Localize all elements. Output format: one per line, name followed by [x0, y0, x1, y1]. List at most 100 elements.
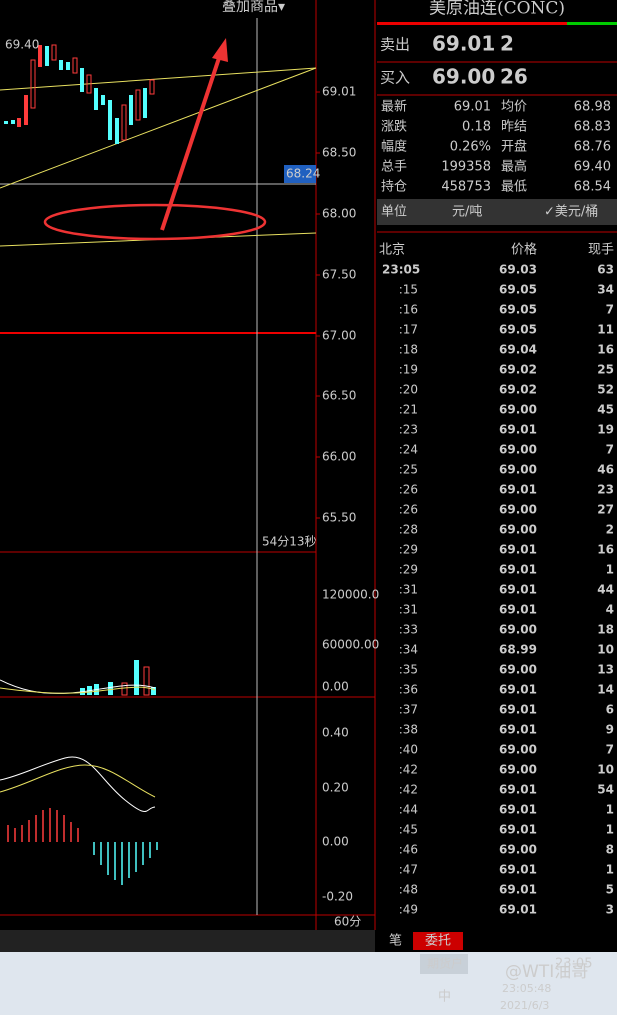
tick-qty: 7 [606, 303, 614, 317]
tick-qty: 1 [606, 803, 614, 817]
unit-row [377, 199, 617, 225]
tick-time: :16 [399, 303, 418, 317]
stat-label: 最高 [501, 159, 527, 175]
overlay-menu[interactable]: 叠加商品▾ [222, 0, 285, 15]
tick-price: 69.01 [499, 783, 537, 797]
price-tick: 67.00 [322, 329, 356, 343]
tick-price: 68.99 [499, 643, 537, 657]
account-button[interactable] [420, 954, 468, 974]
price-tick: 66.50 [322, 389, 356, 403]
tick-qty: 13 [597, 663, 614, 677]
tick-qty: 46 [597, 463, 614, 477]
tick-price: 69.01 [499, 423, 537, 437]
tick-qty: 8 [606, 843, 614, 857]
tick-price: 69.01 [499, 803, 537, 817]
watermark: @WTI油哥 [505, 962, 588, 982]
stat-label: 均价 [501, 100, 527, 115]
tick-price: 69.00 [499, 763, 537, 777]
tick-qty: 25 [597, 363, 614, 377]
price-tick: 68.50 [322, 146, 356, 160]
tick-qty: 6 [606, 703, 614, 717]
macd-tick: 0.40 [322, 726, 349, 740]
tick-qty: 18 [597, 623, 614, 637]
tab[interactable]: 委托 [425, 934, 451, 949]
stat-label: 持仓 [381, 180, 407, 195]
tick-time: :45 [399, 823, 418, 837]
unit-label: 单位 [381, 205, 407, 220]
unit-option[interactable]: 元/吨 [452, 205, 482, 220]
taskbar [0, 952, 617, 1015]
tick-price: 69.01 [499, 903, 537, 917]
tick-qty: 1 [606, 823, 614, 837]
tick-price: 69.01 [499, 703, 537, 717]
account[interactable]: 期货户 [427, 956, 463, 971]
stat-value: 458753 [441, 180, 491, 195]
stat-label: 昨结 [501, 120, 527, 135]
bid-label: 买入 [380, 69, 410, 87]
tick-price: 69.00 [499, 623, 537, 637]
tick-price: 69.01 [499, 883, 537, 897]
tick-time: :38 [399, 723, 418, 737]
price-tick: 67.50 [322, 268, 356, 282]
ask-price: 69.01 [432, 32, 495, 56]
tick-qty: 19 [597, 423, 614, 437]
tick-qty: 11 [597, 323, 614, 337]
high-label: 69.40 [5, 38, 39, 52]
tick-price: 69.01 [499, 603, 537, 617]
countdown: 54分13秒 [262, 535, 317, 549]
candles [4, 44, 155, 144]
quote-title: 美原油连(CONC) [429, 0, 565, 19]
period: 60分 [334, 915, 361, 929]
cursor-price-box [284, 165, 316, 183]
volume-tick: 120000.0 [322, 588, 379, 602]
tick-price: 69.01 [499, 543, 537, 557]
unit-option[interactable]: ✓美元/桶 [544, 205, 598, 220]
tick-qty: 23 [597, 483, 614, 497]
macd-dea [0, 764, 156, 798]
tick-qty: 4 [606, 603, 614, 617]
tick-time: :21 [399, 403, 418, 417]
quote-lines [377, 61, 617, 233]
tick-time: :20 [399, 383, 418, 397]
tab[interactable]: 笔 [389, 933, 402, 949]
tick-price: 69.02 [499, 383, 537, 397]
tick-time: :18 [399, 343, 418, 357]
tick-qty: 54 [597, 783, 614, 797]
time-top: 23:05 [555, 957, 592, 972]
arrow-head [212, 38, 228, 62]
tick-price: 69.00 [499, 663, 537, 677]
ime[interactable]: 中 [438, 990, 451, 1005]
tick-price: 69.00 [499, 463, 537, 477]
tick-price: 69.01 [499, 563, 537, 577]
tick-price: 69.05 [499, 283, 537, 297]
tick-price: 69.02 [499, 363, 537, 377]
tick-time: :33 [399, 623, 418, 637]
tick-price: 69.00 [499, 443, 537, 457]
tick-price: 69.00 [499, 403, 537, 417]
tick-qty: 34 [597, 283, 614, 297]
stat-value: 69.40 [574, 160, 611, 175]
tick-qty: 16 [597, 343, 614, 357]
cursor-price: 68.24 [286, 167, 320, 181]
tick-qty: 44 [597, 583, 614, 597]
tick-time: :48 [399, 883, 418, 897]
clock: 23:05:48 [502, 982, 551, 995]
scroll-bar [0, 930, 375, 952]
tick-qty: 10 [597, 643, 614, 657]
stat-value: 199358 [441, 160, 491, 175]
stat-label: 幅度 [381, 139, 407, 155]
tick-header: 价格 [511, 242, 537, 258]
tick-price: 69.01 [499, 583, 537, 597]
tick-price: 69.04 [499, 343, 537, 357]
bar-green [567, 22, 617, 25]
tick-qty: 1 [606, 563, 614, 577]
stat-label: 涨跌 [381, 119, 407, 135]
bar-red [377, 22, 567, 25]
tick-time: :36 [399, 683, 418, 697]
tick-qty: 10 [597, 763, 614, 777]
tick-time: :42 [399, 763, 418, 777]
vol-ma2 [0, 686, 156, 694]
tick-time: :19 [399, 363, 418, 377]
